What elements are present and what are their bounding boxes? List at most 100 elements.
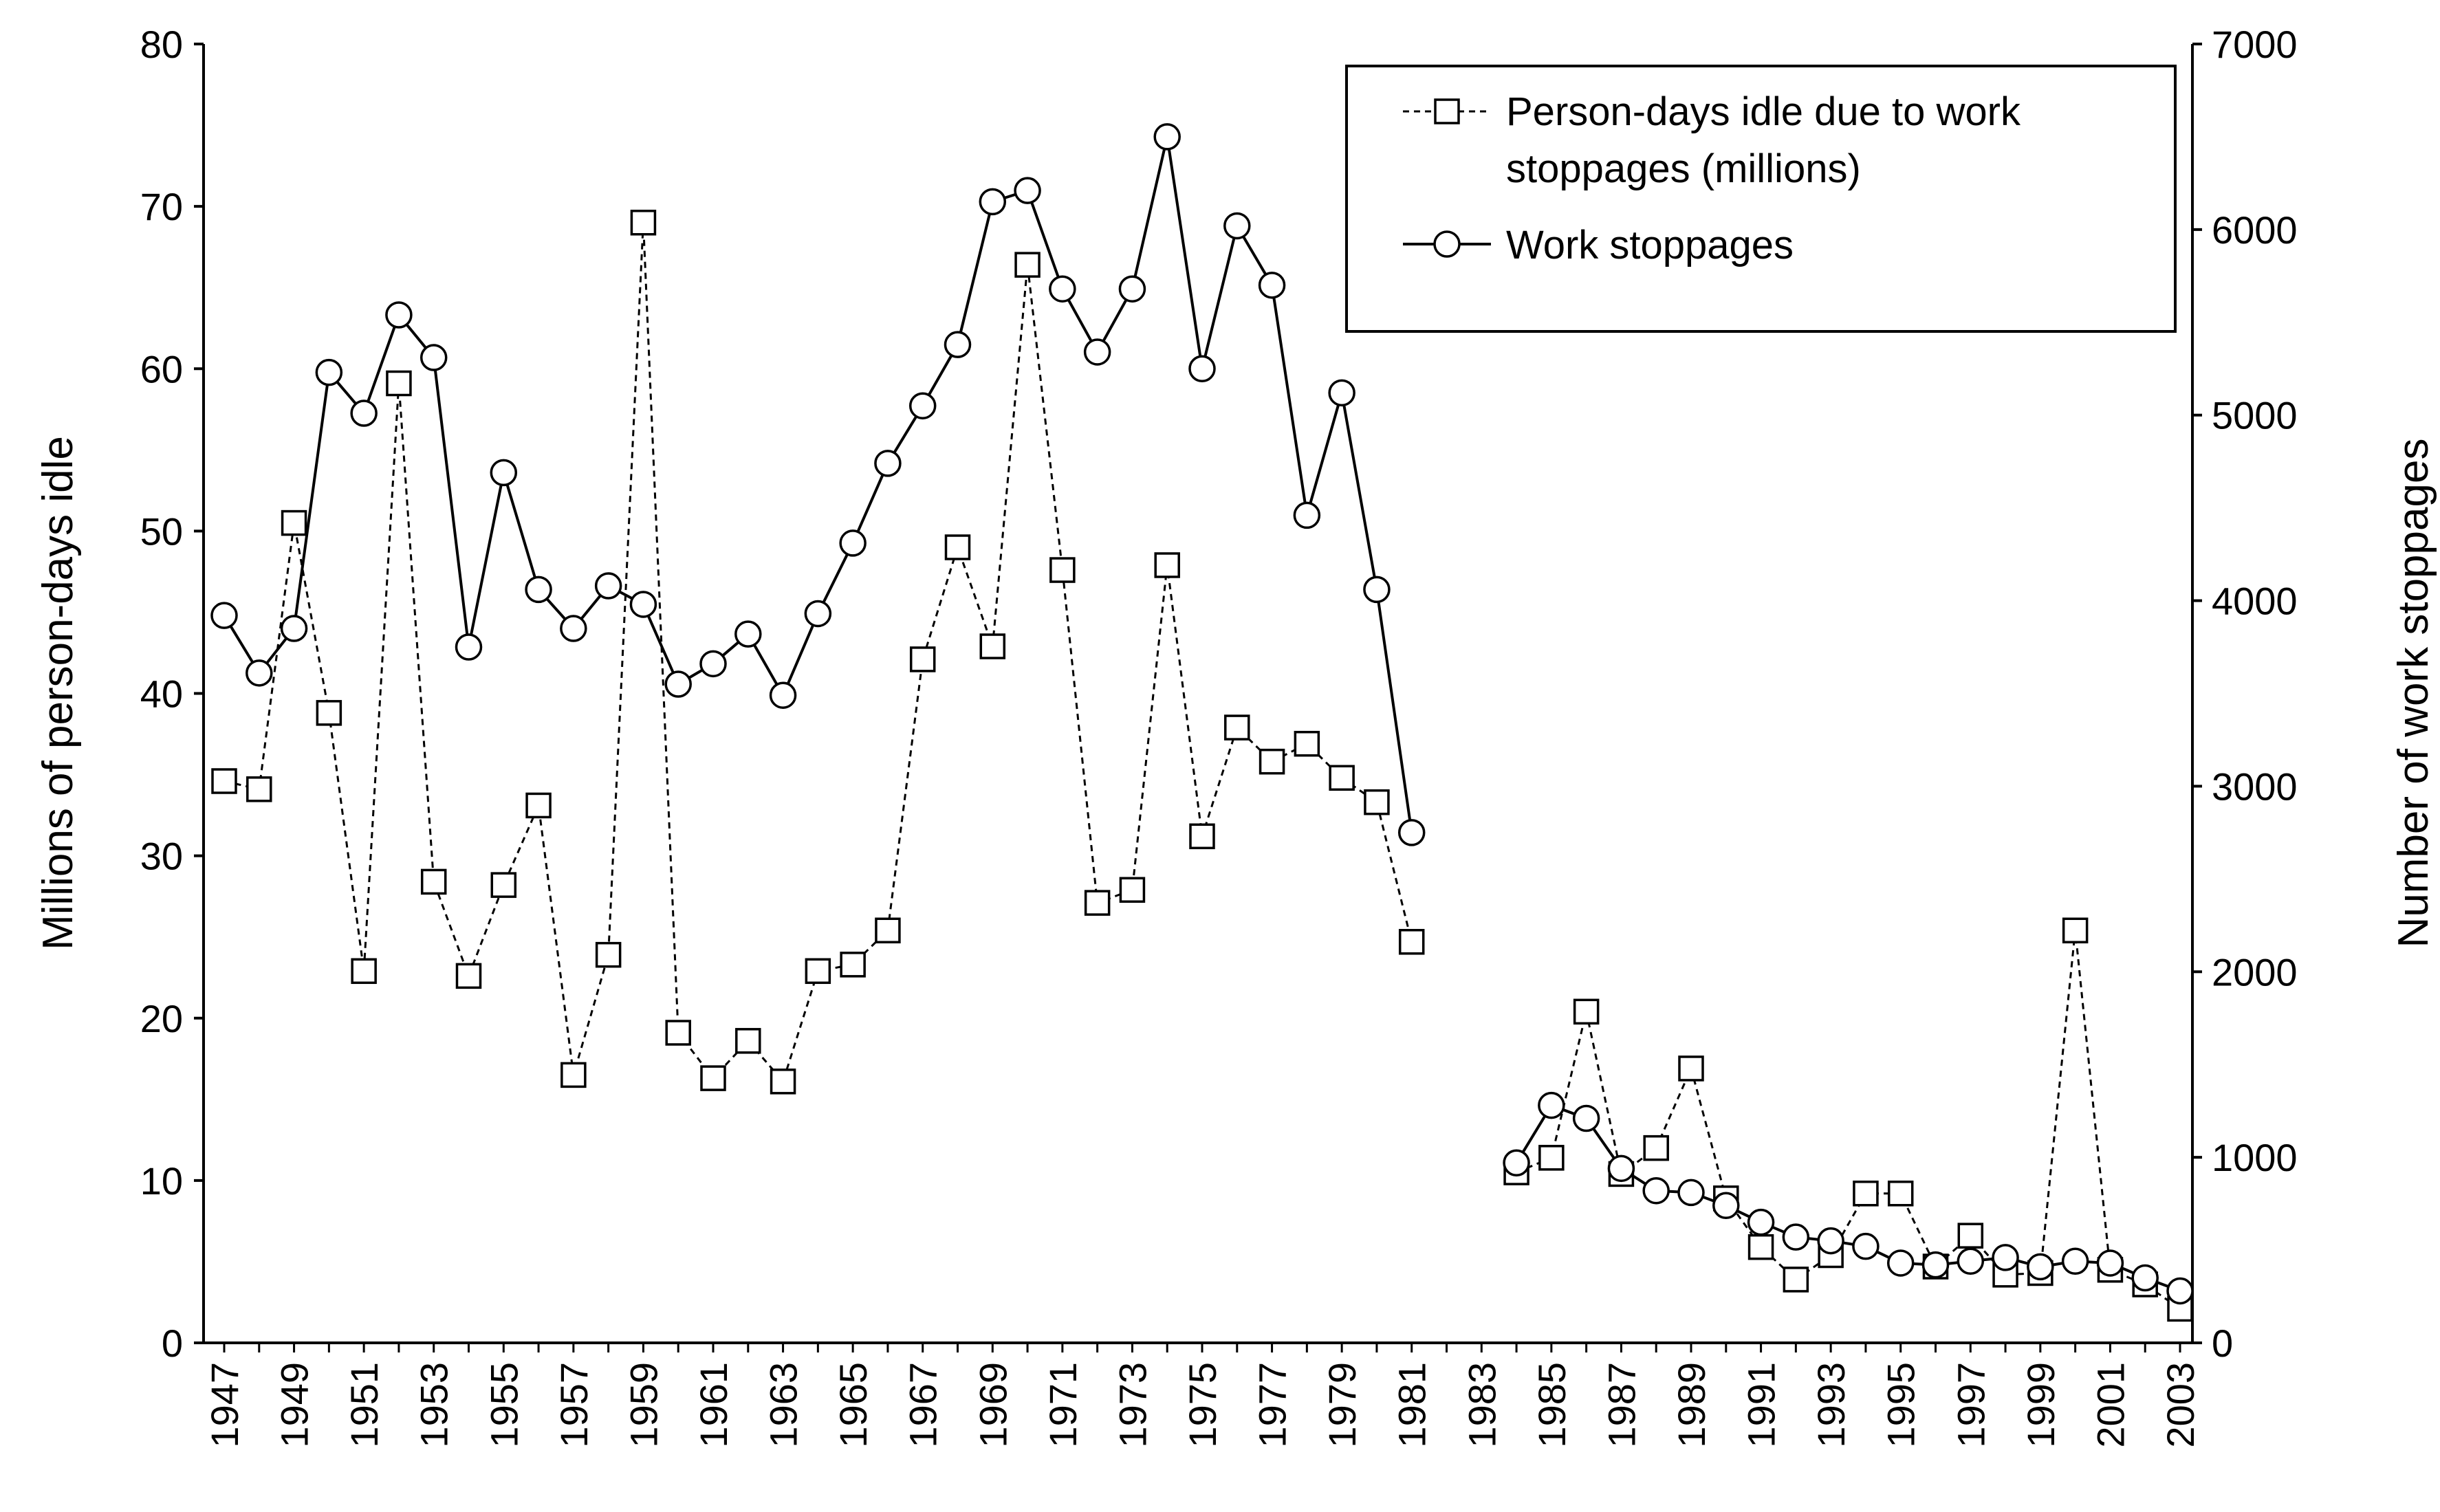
- data-point-circle: [839, 529, 867, 557]
- data-point-circle: [490, 459, 518, 487]
- data-point-circle: [1363, 576, 1391, 604]
- data-point-circle: [2131, 1264, 2159, 1292]
- data-point-square: [246, 776, 272, 802]
- x-tick-label: 1959: [622, 1362, 665, 1448]
- legend-label-person-days-line1: Person-days idle due to work: [1506, 89, 2021, 134]
- data-point-circle: [804, 600, 832, 628]
- x-tick-label: 1981: [1391, 1362, 1434, 1448]
- data-point-circle: [1886, 1249, 1915, 1277]
- x-tick-label: 1969: [971, 1362, 1014, 1448]
- data-point-square: [1643, 1135, 1669, 1161]
- data-point-circle: [1538, 1091, 1565, 1119]
- data-point-circle: [1328, 379, 1355, 407]
- data-point-circle: [1083, 338, 1111, 366]
- data-point-circle: [1642, 1176, 1670, 1205]
- data-point-square: [909, 646, 936, 672]
- x-tick-label: 1957: [552, 1362, 596, 1448]
- data-point-square: [1224, 714, 1250, 741]
- x-tick-label: 1979: [1320, 1362, 1364, 1448]
- series-line: [224, 222, 1413, 1084]
- data-point-circle: [1572, 1104, 1600, 1132]
- data-point-square: [665, 1020, 691, 1046]
- x-tick-label: 1967: [902, 1362, 945, 1448]
- data-point-square: [316, 700, 342, 726]
- data-point-circle: [1607, 1154, 1635, 1183]
- x-tick-label: 1999: [2019, 1362, 2062, 1448]
- data-point-circle: [1992, 1244, 2019, 1271]
- data-point-square: [875, 917, 901, 943]
- data-point-square: [1573, 998, 1600, 1025]
- series-person-days-idle: [211, 209, 2193, 1322]
- data-point-circle: [560, 615, 587, 642]
- legend: Person-days idle due to work stoppages (…: [1345, 65, 2177, 333]
- data-point-circle: [1258, 272, 1286, 299]
- data-point-circle: [1677, 1179, 1705, 1207]
- data-point-circle: [2027, 1253, 2054, 1281]
- y2-tick-label: 5000: [2212, 394, 2298, 437]
- y-tick-label: 70: [140, 185, 183, 228]
- data-point-circle: [1817, 1227, 1844, 1255]
- data-point-circle: [455, 633, 483, 661]
- data-point-circle: [979, 188, 1007, 216]
- y-tick-label: 30: [140, 835, 183, 878]
- data-point-square: [1853, 1181, 1879, 1207]
- data-point-circle: [594, 572, 622, 600]
- data-point-square: [211, 768, 237, 794]
- data-point-square: [944, 534, 971, 560]
- x-tick-label: 1963: [762, 1362, 805, 1448]
- data-point-circle: [280, 615, 308, 642]
- data-point-circle: [769, 681, 797, 709]
- data-point-circle: [1118, 275, 1146, 303]
- data-point-circle: [2061, 1247, 2089, 1275]
- legend-label-work-stoppages: Work stoppages: [1506, 223, 1794, 267]
- data-point-square: [840, 952, 866, 978]
- data-point-circle: [1712, 1192, 1740, 1220]
- data-point-square: [1398, 929, 1425, 955]
- data-point-circle: [1397, 819, 1426, 846]
- data-point-circle: [1957, 1247, 1985, 1275]
- data-point-square: [1364, 789, 1390, 815]
- x-tick-label: 2003: [2159, 1362, 2202, 1448]
- data-point-square: [420, 868, 447, 895]
- data-point-square: [455, 963, 482, 989]
- x-tick-label: 1949: [273, 1362, 316, 1448]
- data-point-circle: [1223, 212, 1251, 240]
- data-point-square: [281, 510, 307, 536]
- y2-tick-label: 7000: [2212, 23, 2298, 66]
- x-tick-label: 1997: [1949, 1362, 1992, 1448]
- x-tick-label: 1947: [203, 1362, 246, 1448]
- x-tick-label: 1987: [1600, 1362, 1643, 1448]
- x-tick-label: 1993: [1809, 1362, 1853, 1448]
- y-tick-label: 10: [140, 1159, 183, 1203]
- y2-tick-label: 6000: [2212, 208, 2298, 252]
- data-point-circle: [874, 450, 902, 477]
- data-point-circle: [1921, 1251, 1950, 1279]
- data-point-square: [770, 1069, 796, 1095]
- x-tick-label: 1989: [1670, 1362, 1713, 1448]
- legend-marker-circle: [1433, 230, 1461, 258]
- data-point-circle: [908, 392, 937, 419]
- x-tick-label: 1983: [1460, 1362, 1503, 1448]
- x-tick-label: 1965: [831, 1362, 875, 1448]
- data-point-circle: [664, 670, 692, 698]
- data-point-square: [386, 370, 412, 397]
- data-point-square: [805, 958, 831, 985]
- data-point-square: [735, 1028, 761, 1054]
- data-point-square: [1049, 557, 1076, 583]
- data-point-circle: [2096, 1249, 2124, 1277]
- data-point-square: [1887, 1181, 1914, 1207]
- x-axis-ticks: 1947 1949 1951 1953 1955 1957 1959 1961 1963 1965…: [203, 1343, 2202, 1448]
- y2-axis-title: Number of work stoppages: [2390, 439, 2437, 948]
- series-line: [1516, 930, 2181, 1310]
- data-point-square: [1014, 252, 1041, 278]
- y-tick-label: 50: [140, 510, 183, 553]
- y2-tick-label: 2000: [2212, 950, 2298, 994]
- data-point-square: [1189, 823, 1215, 850]
- x-tick-label: 1975: [1181, 1362, 1224, 1448]
- data-point-circle: [699, 650, 727, 678]
- x-tick-label: 2001: [2089, 1362, 2132, 1448]
- legend-marker-square: [1434, 98, 1460, 124]
- series-work-stoppages: [210, 123, 2194, 1305]
- x-tick-label: 1971: [1041, 1362, 1085, 1448]
